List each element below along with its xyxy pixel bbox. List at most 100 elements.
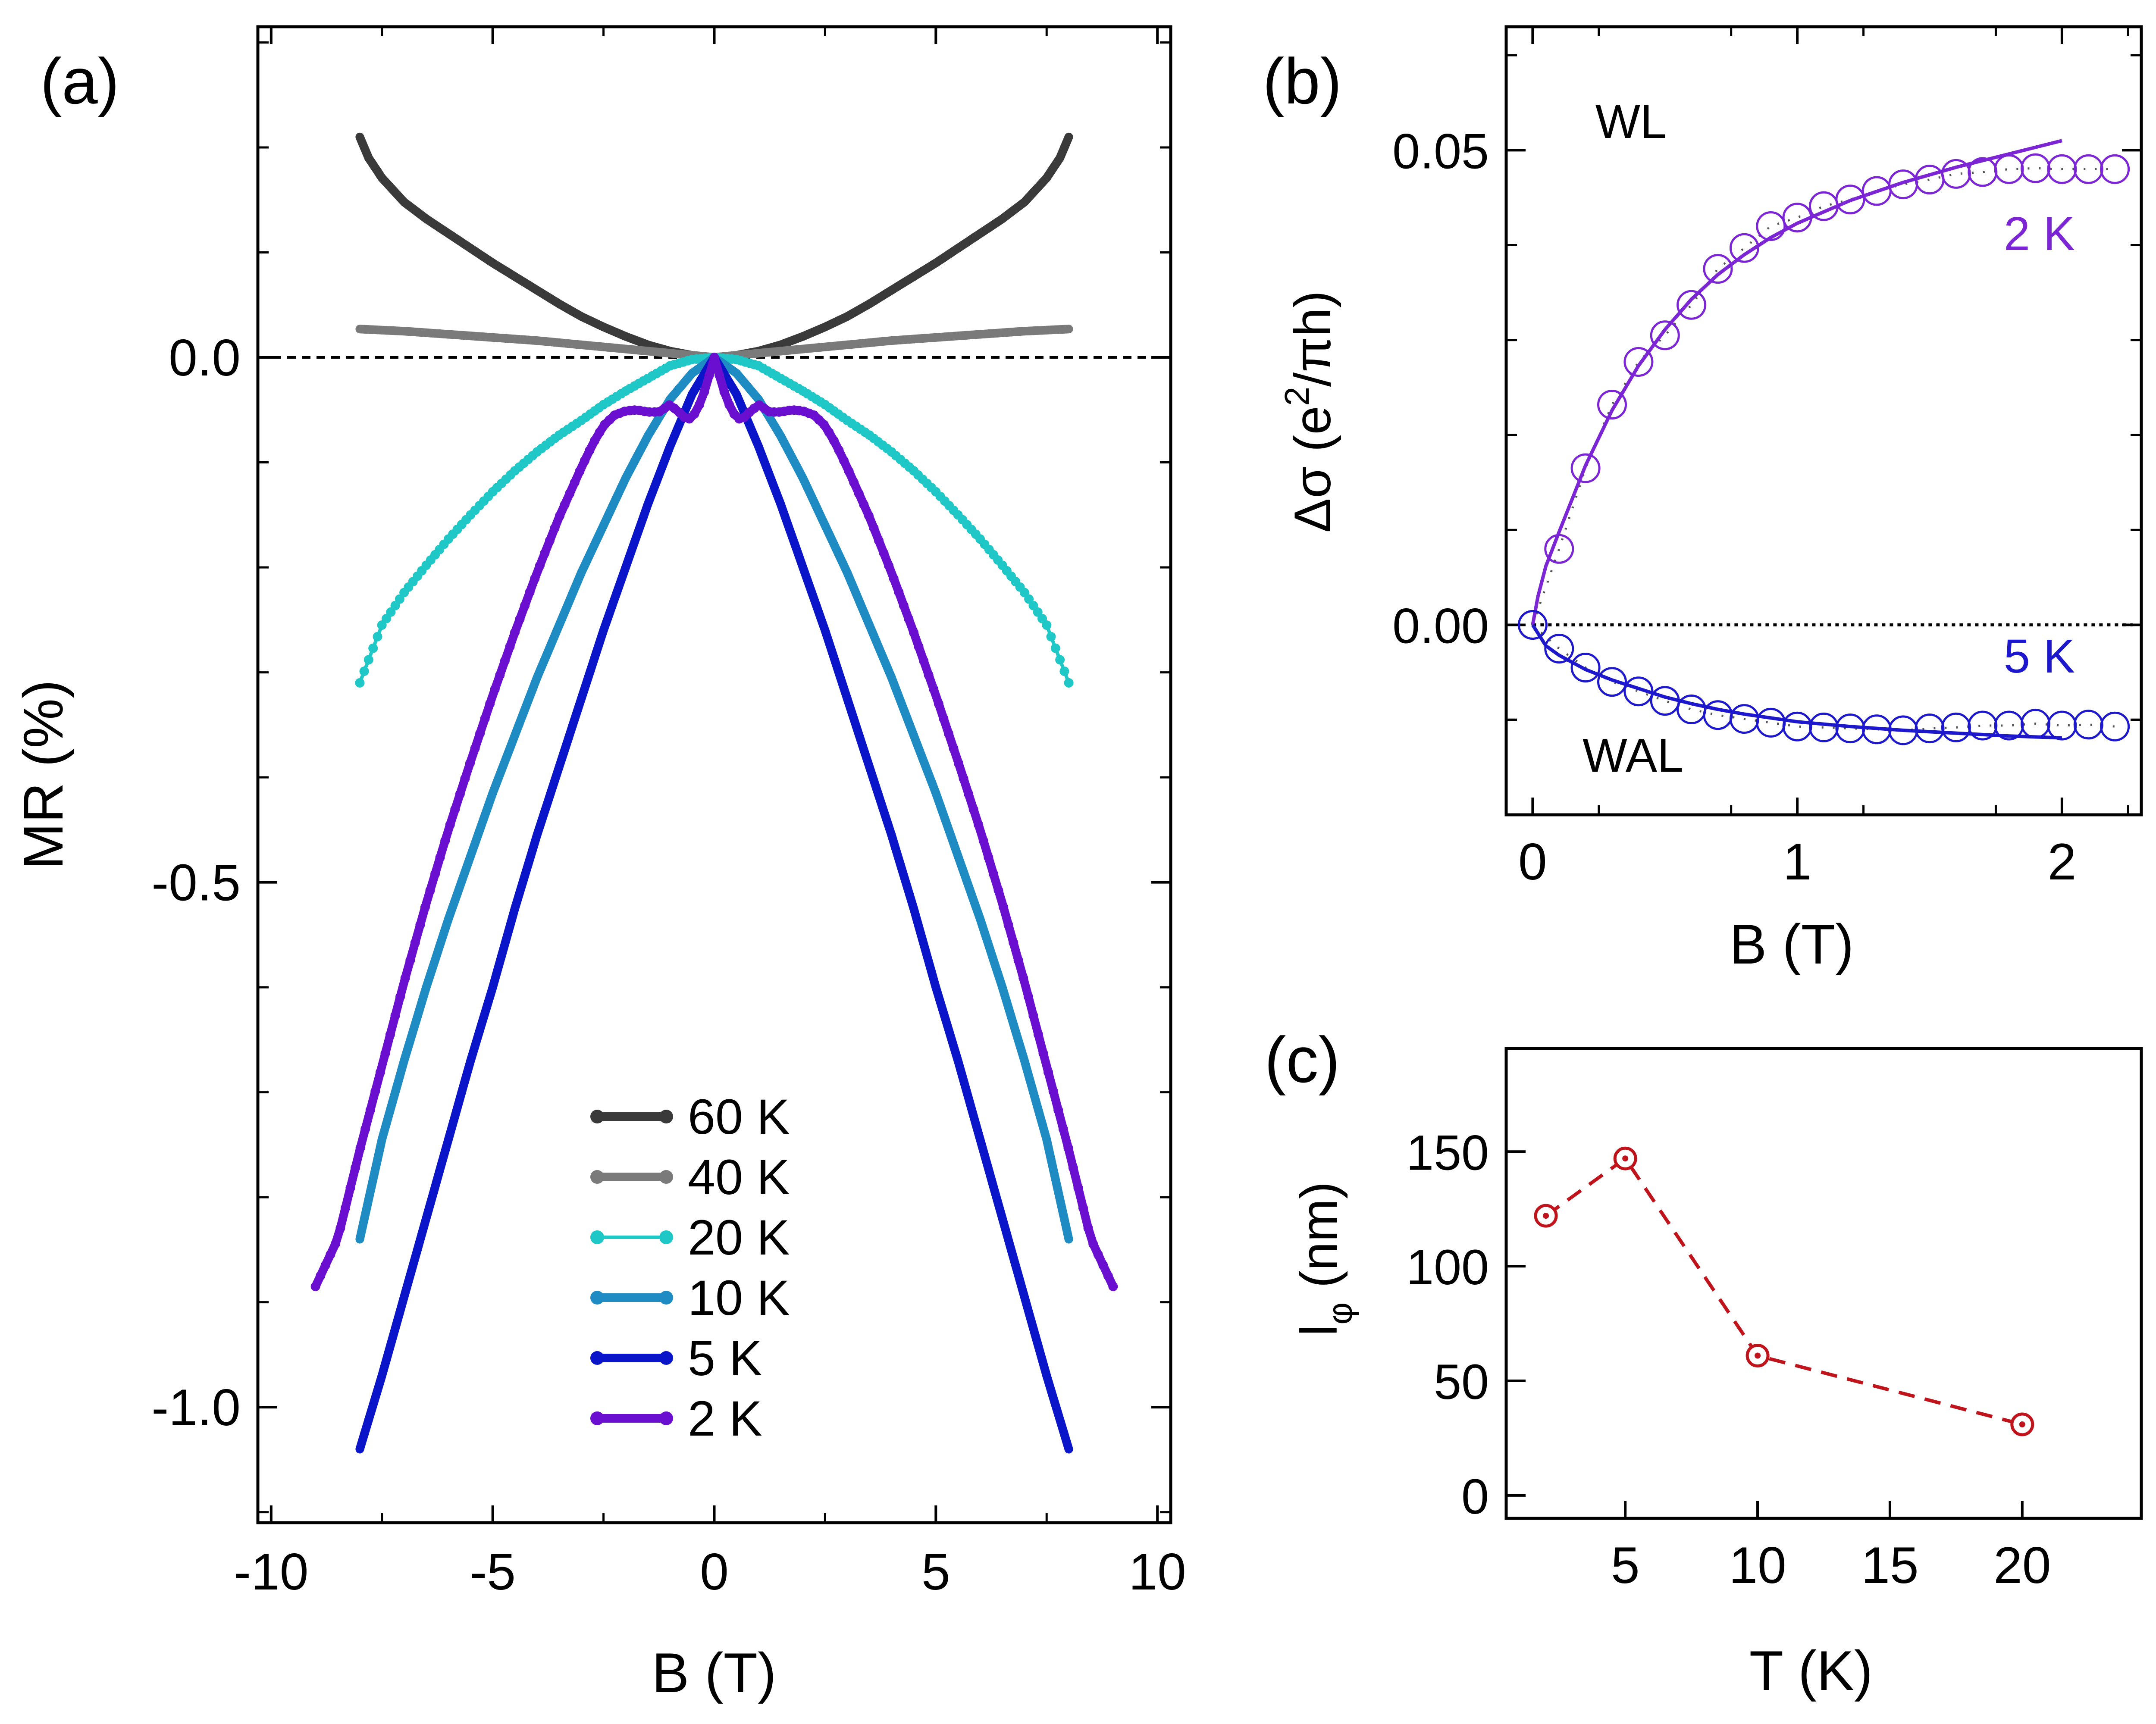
annotation-5k: 5 K: [2004, 630, 2075, 683]
data-point: [612, 588, 621, 597]
data-point: [391, 1324, 400, 1333]
data-point: [998, 1214, 1007, 1223]
data-point: [360, 1430, 369, 1439]
data-point: [830, 540, 838, 549]
data-point: [889, 574, 899, 584]
data-point: [900, 708, 909, 717]
data-point: [537, 663, 546, 672]
data-point: [1729, 233, 1759, 263]
data-point: [905, 889, 914, 898]
data-point: [924, 670, 934, 680]
data-point: [958, 1072, 967, 1081]
data-point: [1038, 1355, 1047, 1364]
data-point: [408, 1261, 417, 1270]
data-point: [386, 1104, 395, 1113]
data-point: [727, 382, 736, 391]
data-point: [1703, 700, 1733, 730]
data-point: [550, 631, 559, 640]
data-point: [568, 589, 577, 598]
data-point: [480, 713, 490, 723]
data-point: [404, 1042, 413, 1051]
data-point: [1597, 390, 1627, 420]
data-point: [1064, 678, 1074, 688]
data-point: [453, 889, 462, 898]
data-point: [736, 400, 746, 409]
data-point: [1050, 643, 1060, 653]
data-point: [559, 749, 568, 758]
panel-label-c: (c): [1265, 1023, 1340, 1096]
data-point: [599, 521, 608, 530]
data-point: [453, 1104, 462, 1113]
data-point: [821, 626, 830, 635]
legend-swatch-marker: [659, 1110, 673, 1123]
data-point: [360, 1124, 370, 1134]
data-point: [608, 502, 617, 511]
data-point: [484, 801, 493, 810]
data-point: [621, 474, 630, 483]
data-point: [1009, 938, 1018, 948]
data-point: [500, 656, 510, 666]
data-point: [369, 1401, 378, 1410]
data-point: [479, 1012, 489, 1021]
y-tick-label-c: 150: [1406, 1125, 1489, 1180]
data-point: [603, 511, 612, 520]
y-tick-label-a: -0.5: [151, 854, 241, 912]
data-point-center: [2019, 1421, 2025, 1427]
x-tick-label-a: 10: [1128, 1543, 1186, 1601]
data-point: [1677, 290, 1707, 320]
data-point: [634, 525, 643, 534]
data-point: [2100, 154, 2130, 184]
data-point: [1650, 320, 1680, 350]
x-tick-label-a: 5: [921, 1543, 950, 1601]
data-point: [936, 801, 945, 810]
data-point: [595, 639, 604, 648]
y-axis-label-c: lφ (nm): [1290, 1182, 1359, 1336]
data-point: [878, 803, 887, 812]
annotation-wal: WAL: [1583, 729, 1683, 782]
data-point: [377, 1135, 386, 1144]
data-point: [971, 902, 980, 911]
data-point: [360, 143, 369, 152]
y-tick-label-a: -1.0: [151, 1379, 241, 1436]
data-point: [843, 694, 852, 703]
data-point: [519, 708, 528, 717]
data-point: [603, 613, 612, 622]
data-point: [373, 1155, 382, 1164]
y-axis-label-b-tail: /πh): [1284, 291, 1341, 387]
data-point: [922, 766, 931, 774]
data-point: [1915, 713, 1945, 744]
data-point: [1023, 992, 1033, 1001]
data-point: [1046, 632, 1056, 641]
data-point: [869, 776, 878, 785]
data-point: [479, 814, 489, 823]
data-point: [794, 465, 803, 474]
data-point: [520, 601, 530, 610]
curves-b: [1517, 139, 2133, 745]
data-point: [852, 721, 861, 730]
panel-b: (b) 0 1 20.050.00 B (T) Δσ (e2/πh) WL WAL …: [1263, 25, 2143, 976]
data-point: [546, 641, 555, 651]
data-point: [1042, 173, 1051, 182]
data-point: [448, 1119, 458, 1128]
data-point: [887, 673, 896, 682]
data-point: [927, 967, 936, 976]
data-point: [803, 483, 812, 492]
data-point: [844, 466, 854, 476]
data-point: [630, 538, 639, 547]
data-point: [626, 465, 635, 474]
data-point: [382, 1119, 391, 1128]
series-line: [311, 353, 1117, 1289]
data-point: [1055, 655, 1065, 665]
data-point: [568, 721, 577, 730]
data-point: [1108, 1282, 1118, 1292]
legend-swatch-marker: [590, 1170, 604, 1184]
data-point: [385, 1029, 395, 1039]
data-point: [390, 1011, 400, 1020]
data-point: [595, 530, 604, 539]
data-point: [550, 523, 560, 533]
data-point: [426, 1198, 435, 1207]
data-point: [364, 655, 373, 665]
data-point: [665, 442, 674, 451]
data-point: [999, 902, 1009, 912]
data-point: [1063, 1143, 1073, 1153]
